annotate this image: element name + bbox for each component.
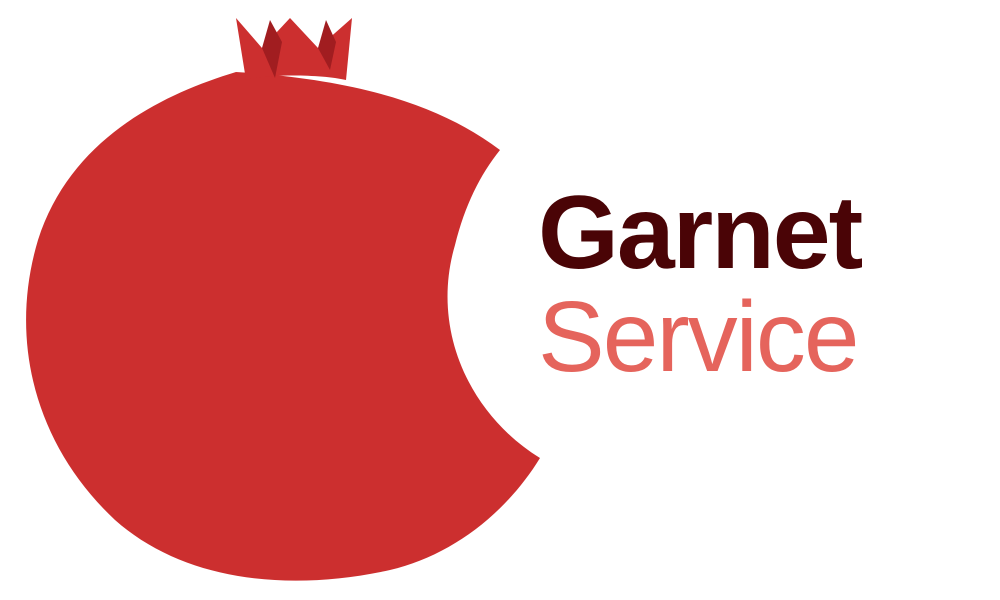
brand-tagline: Service bbox=[538, 281, 859, 393]
fruit-crown bbox=[236, 18, 352, 80]
fruit-body bbox=[26, 72, 540, 581]
crown-shadow-right bbox=[318, 20, 336, 70]
crown-shadow-left bbox=[262, 20, 282, 78]
wordmark: Garnet Service bbox=[538, 178, 978, 408]
brand-name: Garnet bbox=[538, 175, 863, 291]
